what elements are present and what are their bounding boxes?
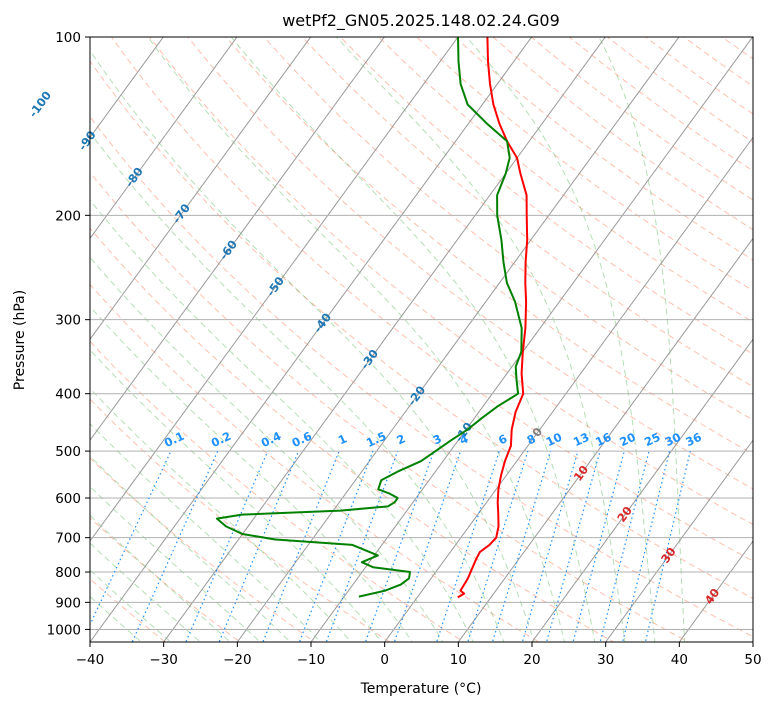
background-lines xyxy=(90,10,775,654)
mixing-ratio-line xyxy=(131,450,219,642)
dry-adiabat-line xyxy=(339,37,753,355)
mixing-ratio-line xyxy=(644,450,691,642)
mixing-ratio-label: 20 xyxy=(617,430,637,449)
y-tick-label: 300 xyxy=(55,313,81,329)
x-tick-label: 50 xyxy=(744,652,761,668)
isotherm-label: -100 xyxy=(26,88,54,120)
dry-adiabat-line xyxy=(90,398,391,642)
x-tick-label: 30 xyxy=(597,652,614,668)
mixing-ratio-line xyxy=(521,450,579,642)
moist-adiabat-line xyxy=(230,37,596,642)
x-tick-label: 40 xyxy=(671,652,688,668)
x-tick-label: −30 xyxy=(149,652,178,668)
moist-adiabat-line xyxy=(90,199,474,642)
isotherm-line xyxy=(163,37,606,642)
mixing-ratio-line xyxy=(491,450,552,642)
mixing-ratio-label: 13 xyxy=(571,430,591,449)
isotherm-line xyxy=(90,37,164,139)
moist-adiabat-line xyxy=(90,256,444,642)
mixing-ratio-label: 16 xyxy=(593,430,613,449)
moist-adiabat-line xyxy=(90,455,292,642)
mixing-ratio-line xyxy=(262,450,340,642)
moist-adiabat-line xyxy=(90,569,172,642)
x-axis: −40 −30 −20 −10 0 10 20 30 40 50 xyxy=(76,642,762,668)
mixing-ratio-label: 25 xyxy=(642,430,662,449)
moist-adiabat-line xyxy=(336,37,626,642)
moist-adiabat-line xyxy=(90,305,413,642)
mixing-ratio-line xyxy=(622,450,671,642)
isotherm-line xyxy=(310,37,753,642)
dry-adiabat-line xyxy=(759,10,775,654)
plot-frame xyxy=(89,36,754,643)
moist-adiabat-line xyxy=(465,37,656,642)
x-tick-label: 20 xyxy=(523,652,540,668)
isotherm-line xyxy=(90,37,385,442)
dry-adiabat-line xyxy=(90,115,753,638)
y-tick-label: 500 xyxy=(55,444,81,460)
isotherm-line xyxy=(90,37,312,341)
y-axis-title: Pressure (hPa) xyxy=(12,290,28,390)
dry-adiabat-line xyxy=(90,171,690,642)
plot-area xyxy=(90,37,753,642)
mixing-ratio-line xyxy=(185,450,269,642)
y-tick-label: 100 xyxy=(55,30,81,46)
y-tick-label: 900 xyxy=(55,595,81,611)
dry-adiabat-line xyxy=(90,340,466,642)
dry-adiabat-line xyxy=(415,37,753,292)
dry-adiabat-line xyxy=(148,37,753,526)
isotherm-line xyxy=(605,439,753,642)
x-tick-label: 10 xyxy=(450,652,467,668)
y-tick-label: 1000 xyxy=(47,622,81,638)
x-tick-label: −20 xyxy=(223,652,252,668)
isotherm-line xyxy=(457,237,753,642)
dry-adiabat-line xyxy=(90,283,540,642)
moist-adiabat-line xyxy=(598,37,686,642)
isotherm-line xyxy=(678,540,753,642)
dry-adiabat-line xyxy=(187,37,753,490)
dry-adiabat-line xyxy=(377,37,753,323)
isotherm-line xyxy=(90,37,533,642)
mixing-ratio-label: 36 xyxy=(683,430,703,449)
x-tick-label: −40 xyxy=(76,652,105,668)
isotherm-line xyxy=(531,338,753,642)
profiles xyxy=(215,37,529,599)
isotherm-line xyxy=(384,136,753,642)
moist-adiabat-line xyxy=(90,131,505,642)
dry-adiabat-line xyxy=(225,37,753,455)
temperature-profile-line xyxy=(457,37,529,599)
isotherm-line xyxy=(90,37,459,542)
isotherm-line xyxy=(236,37,680,642)
moist-adiabat-line xyxy=(90,542,202,642)
mixing-ratio-line xyxy=(599,450,650,642)
dry-adiabat-line xyxy=(301,37,753,388)
isotherm-line xyxy=(90,37,238,240)
moist-adiabat-line xyxy=(90,514,231,642)
y-tick-label: 800 xyxy=(55,565,81,581)
y-axis: 1000 900 800 700 600 500 400 300 200 100 xyxy=(47,30,90,638)
mixing-ratio-line xyxy=(545,450,601,642)
mixing-ratio-label: 30 xyxy=(663,430,683,449)
dewpoint-profile-line xyxy=(215,37,523,598)
x-tick-label: −10 xyxy=(297,652,326,668)
y-tick-label: 400 xyxy=(55,387,81,403)
mixing-ratio-line xyxy=(218,450,300,642)
dry-adiabat-line xyxy=(90,227,615,642)
mixing-ratio-line xyxy=(90,450,172,627)
mixing-ratio-line xyxy=(298,450,374,642)
y-tick-label: 600 xyxy=(55,491,81,507)
x-axis-title: Temperature (°C) xyxy=(360,681,482,697)
mixing-ratio-label: 10 xyxy=(544,430,564,449)
moist-adiabat-line xyxy=(90,595,142,642)
y-tick-label: 700 xyxy=(55,531,81,547)
mixing-ratio-line xyxy=(325,450,399,642)
moist-adiabat-line xyxy=(90,49,535,642)
x-tick-label: 0 xyxy=(380,652,389,668)
dry-adiabat-line xyxy=(263,37,753,421)
chart-title: wetPf2_GN05.2025.148.02.24.G09 xyxy=(282,11,560,31)
y-tick-label: 200 xyxy=(55,208,81,224)
